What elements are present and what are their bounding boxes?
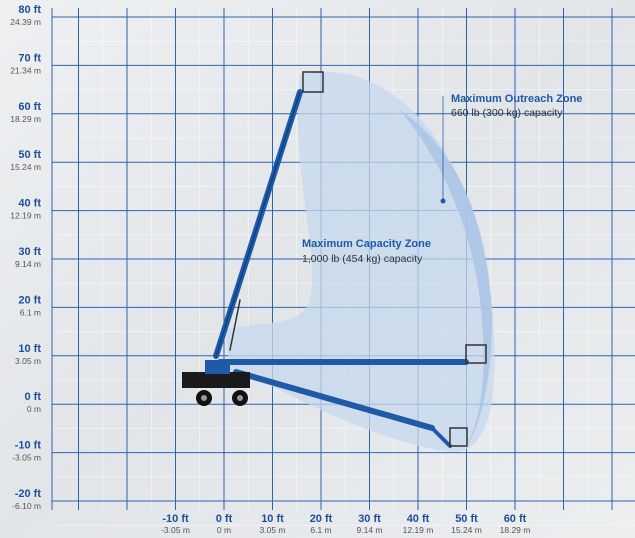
callout-dot [440,198,446,204]
y-tick-label: 10 ft [18,343,41,355]
x-tick-unit: 3.05 m [260,525,286,535]
y-tick-label: 20 ft [18,294,41,306]
y-tick-label: -20 ft [15,488,42,500]
x-tick-label: -10 ft [162,513,189,525]
y-tick-label: 0 ft [25,391,42,403]
y-tick-label: 40 ft [18,198,41,210]
y-tick-label: 70 ft [18,52,41,64]
x-tick-unit: 0 m [217,525,231,535]
y-tick-label: 80 ft [18,4,41,16]
x-tick-unit: 18.29 m [500,525,531,535]
y-tick-unit: 3.05 m [15,356,41,366]
outreach-edge [400,110,492,448]
y-tick-unit: -3.05 m [12,453,41,463]
x-tick-unit: 12.19 m [403,525,434,535]
x-tick-unit: -3.05 m [161,525,190,535]
y-tick-unit: 24.39 m [10,17,41,27]
x-tick-label: 50 ft [455,513,478,525]
boom-lift [182,71,487,448]
x-tick-unit: 6.1 m [310,525,331,535]
outreach-envelope [225,71,495,452]
y-tick-unit: 0 m [27,404,41,414]
x-tick-label: 0 ft [216,513,233,525]
y-tick-unit: 6.1 m [20,307,41,317]
x-tick-unit: 9.14 m [357,525,383,535]
zone-capacity: 1,000 lb (454 kg) capacity [302,253,423,265]
y-tick-unit: 15.24 m [10,162,41,172]
y-tick-label: 60 ft [18,101,41,113]
y-tick-unit: 9.14 m [15,259,41,269]
zone-capacity: 660 lb (300 kg) capacity [451,107,563,119]
y-tick-label: -10 ft [15,440,42,452]
zone-title: Maximum Capacity Zone [302,238,431,250]
y-tick-unit: 18.29 m [10,114,41,124]
x-tick-unit: 15.24 m [451,525,482,535]
x-tick-label: 10 ft [261,513,284,525]
y-tick-unit: 21.34 m [10,65,41,75]
y-tick-label: 50 ft [18,149,41,161]
x-tick-label: 40 ft [407,513,430,525]
x-tick-label: 20 ft [310,513,333,525]
y-tick-unit: 12.19 m [10,211,41,221]
x-tick-label: 30 ft [358,513,381,525]
y-tick-unit: -6.10 m [12,501,41,511]
zone-title: Maximum Outreach Zone [451,93,582,105]
y-tick-label: 30 ft [18,246,41,258]
x-tick-label: 60 ft [504,513,527,525]
